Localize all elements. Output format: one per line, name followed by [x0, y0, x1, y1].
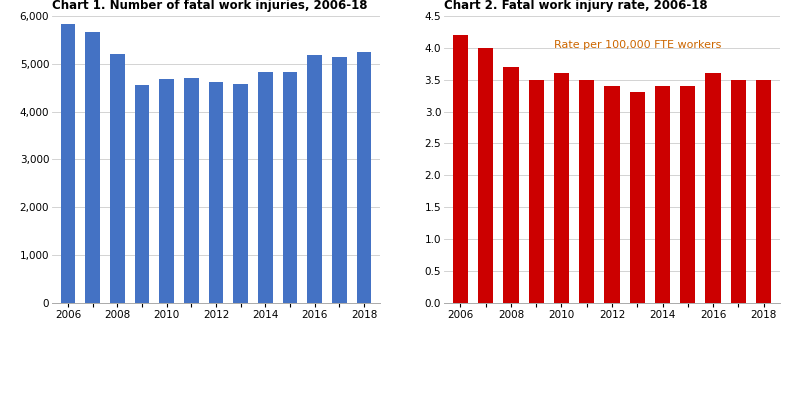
Bar — [184, 79, 198, 303]
Bar — [258, 72, 273, 303]
Text: 4 | Fatal Occupational Injuries in 2018: 4 | Fatal Occupational Injuries in 2018 — [24, 355, 470, 376]
Bar — [706, 73, 721, 303]
Bar — [756, 80, 771, 303]
Bar — [554, 73, 569, 303]
Bar — [478, 48, 494, 303]
Bar — [529, 80, 544, 303]
Bar — [680, 86, 695, 303]
Bar — [332, 57, 346, 303]
Bar — [579, 80, 594, 303]
Bar — [307, 55, 322, 303]
Bar — [159, 79, 174, 303]
Bar — [61, 24, 75, 303]
Bar — [453, 35, 468, 303]
Bar — [134, 85, 150, 303]
Bar — [110, 54, 125, 303]
Text: Chart 2. Fatal work injury rate, 2006-18: Chart 2. Fatal work injury rate, 2006-18 — [444, 0, 708, 12]
Bar — [282, 72, 298, 303]
Bar — [234, 84, 248, 303]
Text: Chart 1. Number of fatal work injuries, 2006-18: Chart 1. Number of fatal work injuries, … — [52, 0, 367, 12]
Bar — [605, 86, 619, 303]
Bar — [503, 67, 518, 303]
Bar — [86, 32, 100, 303]
Bar — [357, 52, 371, 303]
Bar — [209, 81, 223, 303]
Bar — [655, 86, 670, 303]
Bar — [730, 80, 746, 303]
Text: Rate per 100,000 FTE workers: Rate per 100,000 FTE workers — [554, 40, 721, 50]
Bar — [630, 93, 645, 303]
